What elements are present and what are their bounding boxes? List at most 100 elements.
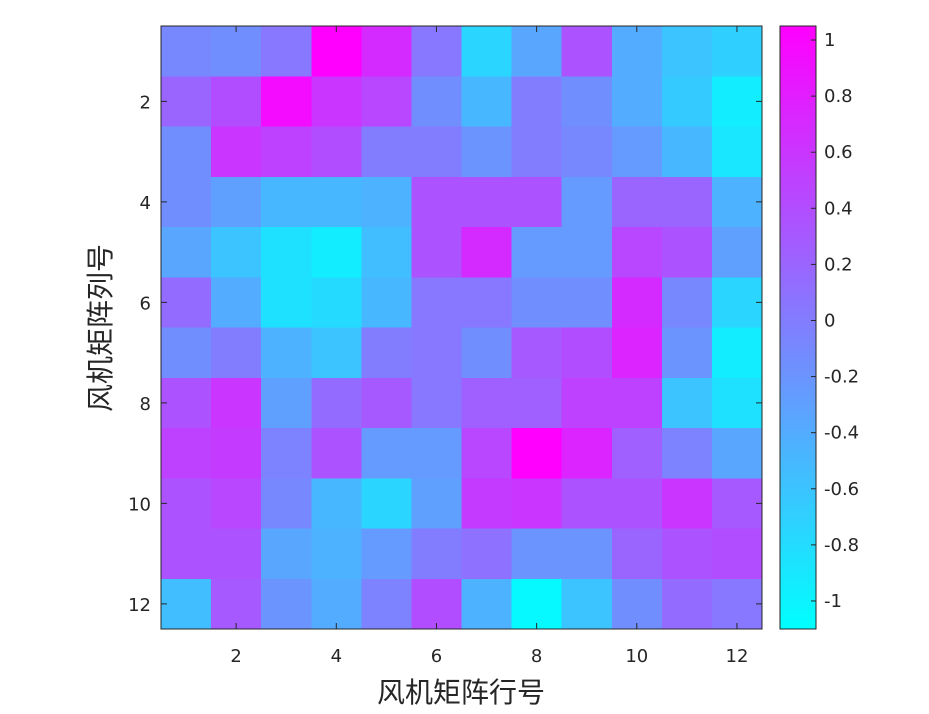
heatmap-cell-r12-c4	[311, 578, 362, 630]
heatmap-cell-r9-c4	[311, 428, 362, 479]
heatmap-cell-r12-c3	[261, 578, 312, 630]
heatmap-cell-r9-c2	[211, 428, 262, 479]
heatmap-cell-r11-c7	[461, 528, 513, 580]
heatmap-cell-r10-c3	[261, 478, 312, 529]
x-tick-label: 2	[230, 646, 241, 667]
heatmap-cell-r9-c1	[161, 428, 212, 479]
heatmap-cell-r4-c8	[511, 176, 563, 228]
heatmap-cell-r2-c11	[661, 76, 713, 127]
heatmap-cell-r5-c9	[561, 227, 613, 278]
heatmap-cell-r4-c2	[211, 176, 262, 228]
heatmap-cell-r11-c1	[161, 528, 212, 580]
heatmap-cell-r7-c12	[711, 327, 763, 379]
heatmap-cell-r8-c1	[161, 377, 212, 429]
x-tick-label: 10	[625, 646, 648, 667]
heatmap-cell-r7-c3	[261, 327, 312, 379]
heatmap-cell-r2-c10	[611, 76, 663, 127]
heatmap-cell-r9-c5	[361, 428, 412, 479]
y-tick-label: 6	[140, 293, 151, 314]
heatmap-cell-r12-c11	[661, 578, 713, 630]
heatmap-cell-r12-c2	[211, 578, 262, 630]
colorbar-tick-label: 0	[824, 310, 835, 331]
heatmap-cell-r5-c12	[711, 227, 763, 278]
y-tick-label: 4	[140, 193, 151, 214]
heatmap-cell-r5-c8	[511, 227, 563, 278]
heatmap-cell-r12-c12	[711, 578, 763, 630]
heatmap-cell-r7-c6	[411, 327, 462, 379]
heatmap-cell-r8-c10	[611, 377, 663, 429]
heatmap-cell-r11-c2	[211, 528, 262, 580]
heatmap-cell-r7-c11	[661, 327, 713, 379]
heatmap-cell-r2-c2	[211, 76, 262, 127]
heatmap-cell-r7-c2	[211, 327, 262, 379]
y-tick-label: 8	[140, 394, 151, 415]
heatmap-cell-r6-c6	[411, 277, 462, 328]
x-axis-label: 风机矩阵行号	[377, 676, 545, 709]
heatmap-cell-r8-c7	[461, 377, 513, 429]
heatmap-cell-r10-c1	[161, 478, 212, 529]
colorbar-tick-label: -1	[824, 591, 842, 612]
axes: 2 4 6 8 10 12 2 4 6 8 10 12	[128, 25, 763, 667]
colorbar-tick-label: 0.8	[824, 86, 853, 107]
x-tick-label: 8	[531, 646, 542, 667]
heatmap-cell-r1-c11	[661, 26, 713, 77]
heatmap-cell-r12-c7	[461, 578, 513, 630]
heatmap-cell-r2-c3	[261, 76, 312, 127]
heatmap-cell-r10-c8	[511, 478, 563, 529]
heatmap-cell-r12-c1	[161, 578, 212, 630]
plot-frame	[160, 25, 763, 630]
heatmap-cell-r7-c8	[511, 327, 563, 379]
heatmap-cell-r3-c10	[611, 126, 663, 178]
colorbar-tick-label: -0.4	[824, 423, 859, 444]
heatmap-cell-r8-c2	[211, 377, 262, 429]
heatmap-cell-r6-c3	[261, 277, 312, 328]
heatmap-cell-r10-c7	[461, 478, 513, 529]
heatmap-cell-r11-c8	[511, 528, 563, 580]
heatmap-cell-r9-c11	[661, 428, 713, 479]
heatmap-cell-r5-c7	[461, 227, 513, 278]
colorbar-frame	[779, 25, 817, 630]
heatmap-cell-r11-c6	[411, 528, 462, 580]
heatmap-cell-r7-c9	[561, 327, 613, 379]
heatmap-cell-r10-c11	[661, 478, 713, 529]
colorbar-tick-label: 0.4	[824, 198, 853, 219]
heatmap-cell-r6-c7	[461, 277, 513, 328]
heatmap-cell-r2-c12	[711, 76, 763, 127]
heatmap-cell-r1-c4	[311, 26, 362, 77]
heatmap-cells	[161, 26, 763, 630]
heatmap-cell-r1-c3	[261, 26, 312, 77]
heatmap-cell-r4-c5	[361, 176, 412, 228]
heatmap-cell-r5-c10	[611, 227, 663, 278]
heatmap-cell-r9-c10	[611, 428, 663, 479]
heatmap-cell-r12-c9	[561, 578, 613, 630]
heatmap-cell-r6-c5	[361, 277, 412, 328]
heatmap-cell-r1-c5	[361, 26, 412, 77]
heatmap-cell-r9-c9	[561, 428, 613, 479]
colorbar-tick-label: -0.8	[824, 535, 859, 556]
heatmap-cell-r3-c12	[711, 126, 763, 178]
heatmap-cell-r10-c2	[211, 478, 262, 529]
heatmap-cell-r2-c4	[311, 76, 362, 127]
heatmap-cell-r7-c4	[311, 327, 362, 379]
heatmap-cell-r5-c5	[361, 227, 412, 278]
heatmap-cell-r3-c1	[161, 126, 212, 178]
heatmap-cell-r2-c9	[561, 76, 613, 127]
heatmap-cell-r4-c7	[461, 176, 513, 228]
heatmap-cell-r12-c10	[611, 578, 663, 630]
heatmap-cell-r10-c4	[311, 478, 362, 529]
heatmap-cell-r5-c1	[161, 227, 212, 278]
colorbar: 1 0.8 0.6 0.4 0.2 0 -0.2 -0.4 -0.6 -0.8 -1	[779, 25, 859, 630]
colorbar-gradient	[780, 26, 816, 629]
heatmap-cell-r3-c4	[311, 126, 362, 178]
heatmap-cell-r2-c6	[411, 76, 462, 127]
heatmap-cell-r4-c3	[261, 176, 312, 228]
heatmap-cell-r11-c11	[661, 528, 713, 580]
heatmap-cell-r11-c10	[611, 528, 663, 580]
x-tick-label: 12	[726, 646, 749, 667]
y-axis-label: 风机矩阵列号	[84, 244, 117, 412]
colorbar-tick-label: 1	[824, 30, 835, 51]
heatmap-cell-r8-c5	[361, 377, 412, 429]
heatmap-cell-r3-c6	[411, 126, 462, 178]
heatmap-cell-r6-c8	[511, 277, 563, 328]
heatmap-cell-r8-c9	[561, 377, 613, 429]
